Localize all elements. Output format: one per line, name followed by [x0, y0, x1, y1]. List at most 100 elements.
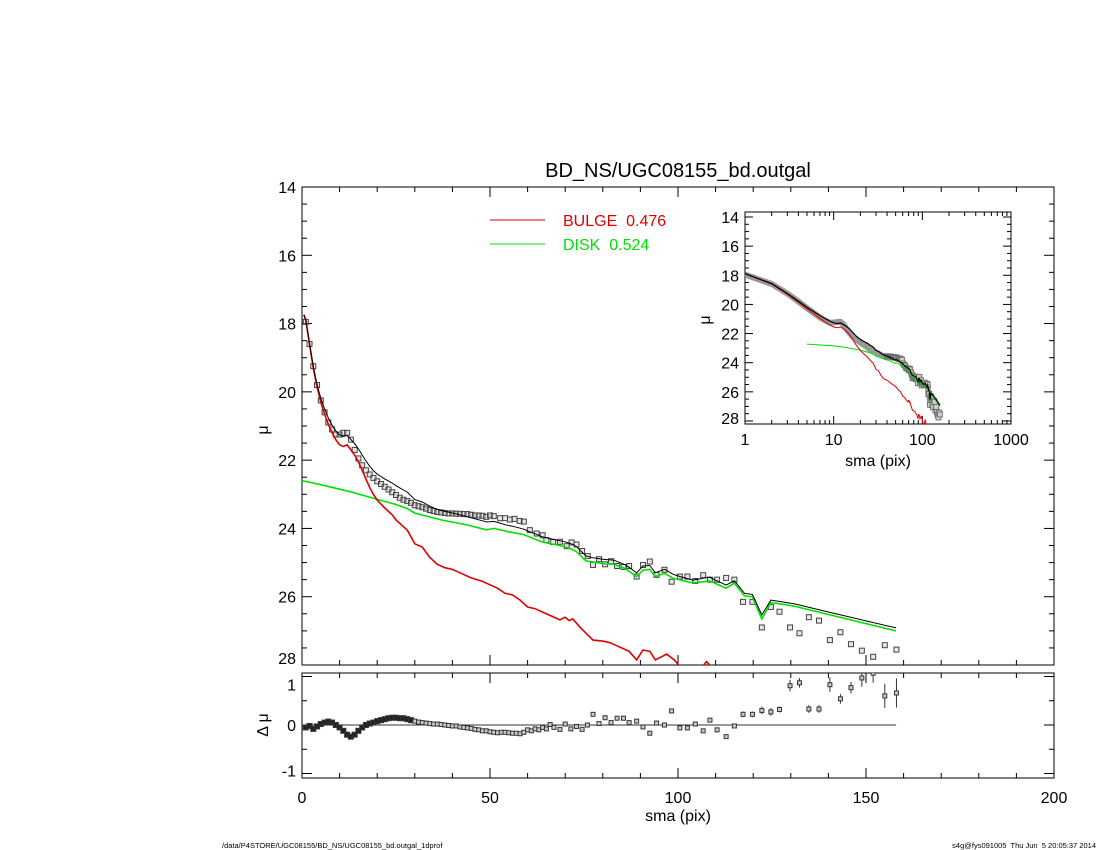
residual-data-point [568, 726, 574, 732]
observed-data-point [640, 561, 647, 568]
residual-data-point [573, 723, 579, 729]
observed-data-point [520, 518, 527, 525]
residual-data-point [677, 725, 683, 731]
residual-y-tick-label: 0 [287, 718, 296, 735]
inset-y-tick-label: 28 [721, 411, 739, 428]
inset-total-model-line [745, 273, 941, 406]
x-tick-label: 50 [481, 790, 499, 807]
observed-data-point [668, 578, 675, 585]
observed-data-point [539, 532, 546, 539]
observed-data-point [370, 474, 377, 481]
residual-data-point [351, 731, 358, 738]
observed-data-point [362, 467, 369, 474]
residual-data-point [620, 715, 626, 721]
inset-x-tick-label: 1000 [993, 432, 1029, 449]
residual-data-point [647, 730, 653, 736]
bulge-component-line [303, 314, 711, 665]
residual-data-point [596, 721, 602, 727]
residual-data-point [787, 683, 793, 689]
residual-data-point [614, 715, 620, 721]
observed-data-point [430, 508, 437, 515]
residual-data-point [740, 711, 746, 717]
residual-data-point [827, 682, 833, 688]
residual-y-tick-label: -1 [282, 764, 296, 781]
footer-timestamp: s4g@fys091005 Thu Jun 5 20:05:37 2014 [952, 841, 1096, 850]
main-y-tick-label: 22 [278, 453, 296, 470]
observed-data-point [438, 509, 445, 516]
residual-data-point [816, 706, 822, 712]
residual-data-point [562, 721, 568, 727]
observed-data-point [490, 513, 497, 520]
observed-data-point [805, 614, 812, 621]
residual-data-point [692, 721, 698, 727]
inset-plot-frame [744, 211, 1012, 425]
observed-data-point [858, 647, 865, 654]
main-y-axis-label: μ [255, 425, 272, 434]
observed-data-point [511, 515, 518, 522]
residual-data-point [543, 726, 549, 732]
residual-data-point [584, 722, 590, 728]
x-axis-label: sma (pix) [645, 808, 711, 825]
inset-y-tick-label: 18 [721, 268, 739, 285]
main-y-tick-label: 20 [278, 385, 296, 402]
main-y-tick-label: 18 [278, 317, 296, 334]
disk-component-line [302, 479, 897, 632]
observed-data-point [776, 608, 783, 615]
residual-data-point [700, 728, 706, 734]
observed-data-point [758, 624, 765, 631]
inset-observed-point [933, 404, 940, 410]
residual-data-point [661, 722, 667, 728]
residual-data-point [355, 727, 362, 734]
observed-data-point [870, 653, 877, 660]
observed-data-point [579, 547, 586, 554]
residual-data-point [723, 734, 729, 740]
inset-x-tick-label: 100 [909, 432, 936, 449]
x-tick-label: 100 [665, 790, 692, 807]
residual-y-tick-label: 1 [287, 678, 296, 695]
total-model-line [303, 314, 897, 629]
observed-data-point [837, 629, 844, 636]
residual-data-point [602, 715, 608, 721]
main-y-tick-label: 26 [278, 590, 296, 607]
residual-data-point [806, 706, 812, 712]
observed-data-point [881, 642, 888, 649]
observed-data-point [460, 511, 467, 518]
observed-data-point [502, 515, 509, 522]
residual-data-point [882, 693, 888, 699]
residual-y-axis-label: Δ μ [255, 713, 272, 736]
observed-data-point [471, 512, 478, 519]
inset-x-tick-label: 1 [741, 432, 750, 449]
footer-path: /data/P4STORE/UGC08155/BD_NS/UGC08155_bd… [222, 841, 443, 850]
observed-data-point [441, 510, 448, 517]
residual-data-point [634, 718, 640, 724]
observed-data-point [475, 512, 482, 519]
x-tick-label: 200 [1041, 790, 1068, 807]
residual-data-point [893, 690, 899, 696]
observed-data-point [483, 513, 490, 520]
inset-y-tick-label: 24 [721, 356, 739, 373]
residual-data-point [859, 675, 865, 681]
main-panel: 14 16 18 20 22 24 26 28 μ [255, 180, 1055, 668]
inset-bulge-line [745, 273, 927, 424]
residual-data-point [870, 673, 876, 676]
residual-data-point [707, 717, 713, 723]
inset-log-panel: 14 16 18 20 22 24 26 281 10 100 1000 sma (pix) μ [697, 210, 1029, 470]
observed-data-point [366, 471, 373, 478]
chart-title: BD_NS/UGC08155_bd.outgal [545, 160, 811, 182]
observed-data-point [526, 527, 533, 534]
x-tick-label: 0 [298, 790, 307, 807]
residual-data-point [731, 723, 737, 729]
residual-data-point [608, 720, 614, 726]
observed-data-point [723, 574, 730, 581]
observed-data-point [423, 505, 430, 512]
residual-data-point [340, 727, 347, 734]
residual-data-point [557, 726, 563, 732]
residual-data-point [768, 709, 774, 715]
residual-data-point [749, 711, 755, 717]
residual-data-point [777, 706, 783, 712]
residual-data-point [551, 724, 557, 730]
legend-disk-label: DISK 0.524 [563, 237, 649, 254]
observed-data-point [700, 572, 707, 579]
